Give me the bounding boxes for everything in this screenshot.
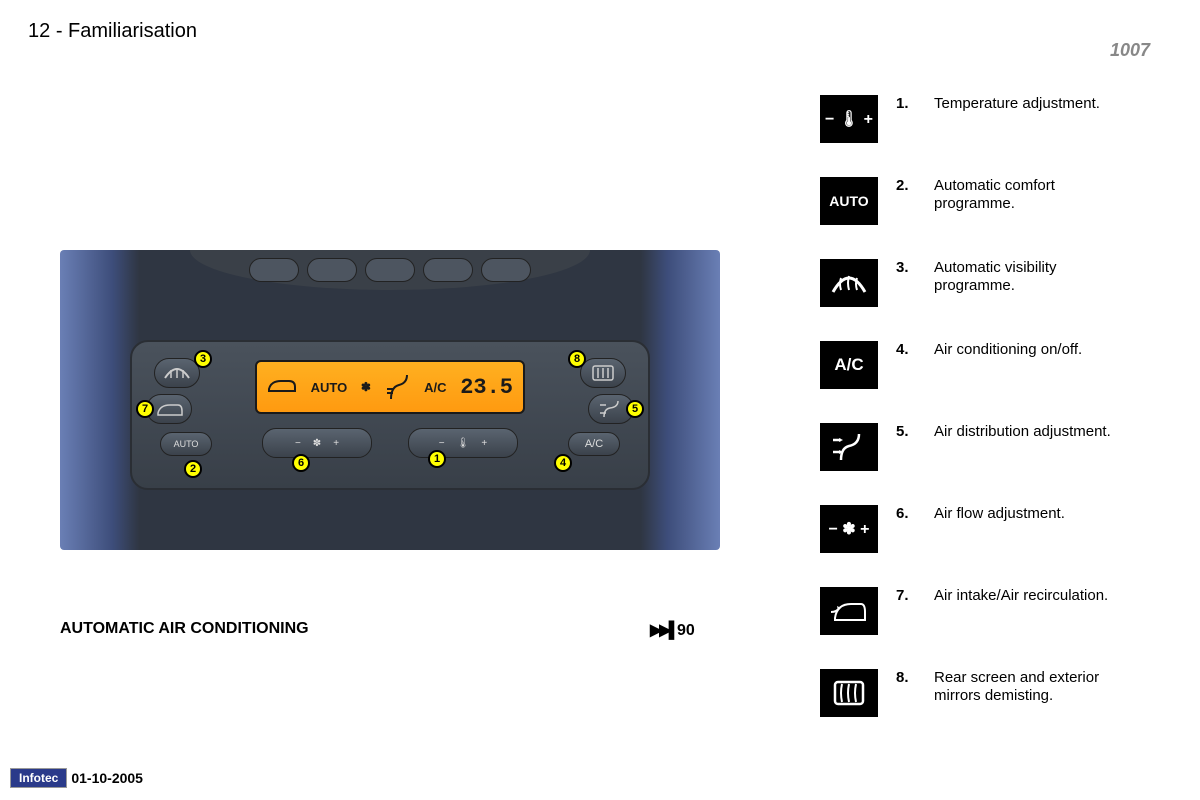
infotec-badge: Infotec	[10, 768, 67, 788]
legend-label: Air intake/Air recirculation.	[934, 587, 1108, 605]
legend-number: 5.	[896, 423, 916, 440]
callout-7: 7	[136, 400, 154, 418]
defrost-rear-button[interactable]	[580, 358, 626, 388]
section-title: Familiarisation	[68, 20, 197, 42]
recirculation-icon	[820, 587, 878, 635]
airflow-icon	[385, 371, 411, 404]
callout-3: 3	[194, 350, 212, 368]
control-panel-photo: AUTO ✽ A/C 23.5 AUTO A/C −✽+ −🌡+	[60, 250, 720, 550]
upper-dash	[190, 250, 590, 290]
legend-label: Air conditioning on/off.	[934, 341, 1082, 359]
fan-rocker[interactable]: −✽+	[262, 428, 372, 458]
car-icon	[267, 377, 297, 398]
lcd-display: AUTO ✽ A/C 23.5	[255, 360, 525, 414]
legend-label: Automatic visibility programme.	[934, 259, 1114, 295]
legend-label: Air distribution adjustment.	[934, 423, 1111, 441]
dash-button	[307, 258, 357, 282]
legend-number: 2.	[896, 177, 916, 194]
legend-item: AUTO 2. Automatic comfort programme.	[820, 177, 1160, 225]
legend-number: 7.	[896, 587, 916, 604]
callout-1: 1	[428, 450, 446, 468]
legend-number: 3.	[896, 259, 916, 276]
legend-label: Air flow adjustment.	[934, 505, 1065, 523]
legend-item: − ✽ + 6. Air flow adjustment.	[820, 505, 1160, 553]
page-reference: 90	[650, 620, 695, 640]
page-number: 12	[28, 20, 50, 42]
dash-button	[365, 258, 415, 282]
figure-caption: AUTOMATIC AIR CONDITIONING	[60, 620, 309, 638]
callout-6: 6	[292, 454, 310, 472]
temp-rocker[interactable]: −🌡+	[408, 428, 518, 458]
callout-5: 5	[626, 400, 644, 418]
dash-button	[249, 258, 299, 282]
lcd-auto: AUTO	[311, 380, 348, 395]
model-logo: 1007	[1110, 40, 1150, 61]
air-distribution-icon	[820, 423, 878, 471]
callout-4: 4	[554, 454, 572, 472]
page-header: 12 - Familiarisation	[28, 20, 197, 43]
auto-icon: AUTO	[820, 177, 878, 225]
ac-icon: A/C	[820, 341, 878, 389]
defrost-front-button[interactable]	[154, 358, 200, 388]
legend-number: 8.	[896, 669, 916, 686]
fan-icon: ✽	[361, 380, 371, 394]
auto-button[interactable]: AUTO	[160, 432, 212, 456]
legend-list: − 🌡 + 1. Temperature adjustment. AUTO 2.…	[820, 95, 1160, 751]
legend-item: − 🌡 + 1. Temperature adjustment.	[820, 95, 1160, 143]
legend-label: Temperature adjustment.	[934, 95, 1100, 113]
fan-icon: − ✽ +	[820, 505, 878, 553]
legend-number: 4.	[896, 341, 916, 358]
legend-number: 1.	[896, 95, 916, 112]
legend-item: 5. Air distribution adjustment.	[820, 423, 1160, 471]
legend-label: Automatic comfort programme.	[934, 177, 1114, 213]
temperature-icon: − 🌡 +	[820, 95, 878, 143]
legend-item: 3. Automatic visibility programme.	[820, 259, 1160, 307]
legend-item: A/C 4. Air conditioning on/off.	[820, 341, 1160, 389]
footer-date: 01-10-2005	[71, 770, 143, 786]
dash-button	[423, 258, 473, 282]
footer: Infotec 01-10-2005	[10, 768, 143, 788]
defrost-rear-icon	[820, 669, 878, 717]
legend-item: 7. Air intake/Air recirculation.	[820, 587, 1160, 635]
callout-2: 2	[184, 460, 202, 478]
lcd-ac: A/C	[424, 380, 446, 395]
ac-panel: AUTO ✽ A/C 23.5 AUTO A/C −✽+ −🌡+	[130, 340, 650, 490]
legend-item: 8. Rear screen and exterior mirrors demi…	[820, 669, 1160, 717]
ac-button[interactable]: A/C	[568, 432, 620, 456]
legend-label: Rear screen and exterior mirrors demisti…	[934, 669, 1114, 705]
callout-8: 8	[568, 350, 586, 368]
legend-number: 6.	[896, 505, 916, 522]
dash-button	[481, 258, 531, 282]
defrost-front-icon	[820, 259, 878, 307]
lcd-temp: 23.5	[460, 375, 513, 400]
